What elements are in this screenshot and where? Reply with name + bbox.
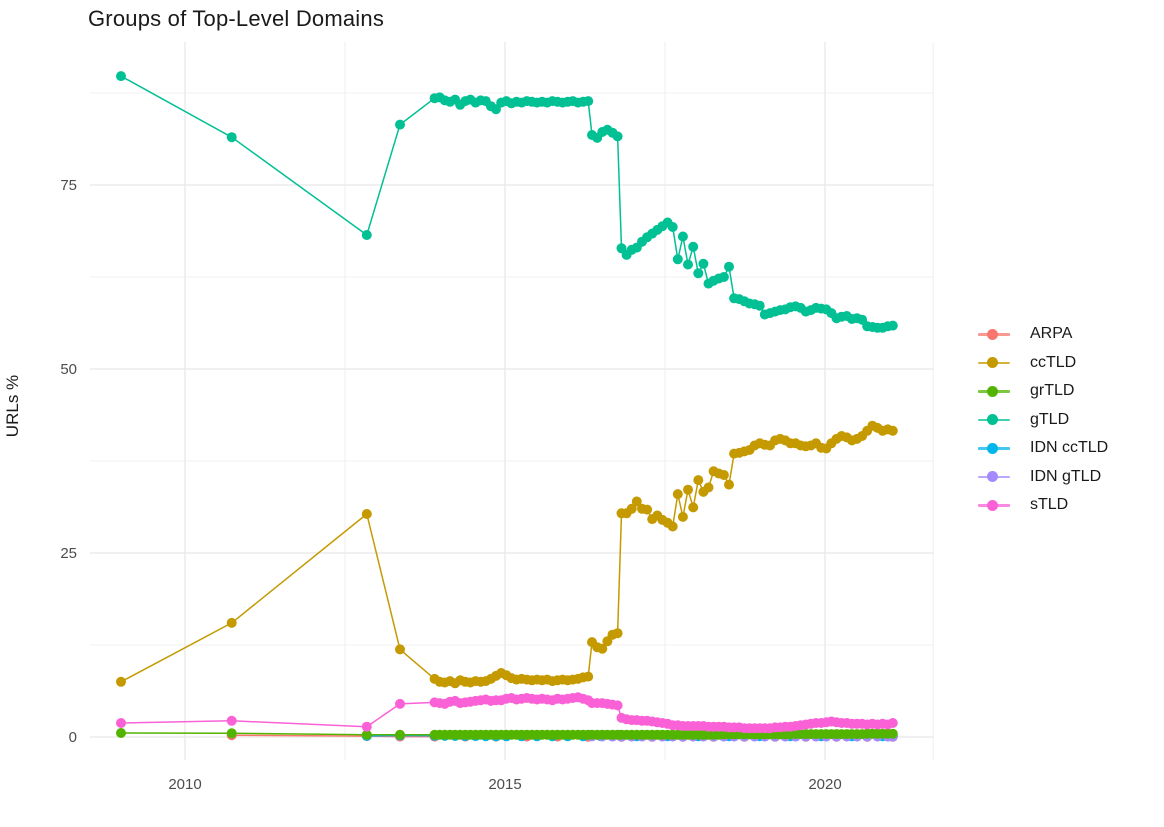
data-point-cctld — [672, 489, 683, 500]
legend-item-stld: sTLD — [978, 491, 1108, 520]
data-point-gtld — [116, 71, 126, 82]
data-point-grtld — [395, 729, 405, 740]
legend: ARPA ccTLD grTLD gTLD IDN ccTLD IDN gTLD… — [978, 320, 1108, 520]
data-point-grtld — [361, 729, 372, 740]
data-point-cctld — [626, 503, 637, 514]
data-point-grtld — [887, 728, 898, 739]
data-point-gtld — [718, 272, 729, 282]
data-point-cctld — [116, 676, 126, 687]
data-point-gtld — [688, 241, 699, 252]
data-point-stld — [395, 698, 405, 709]
legend-key-gtld-icon — [978, 414, 1010, 426]
legend-item-cctld: ccTLD — [978, 349, 1108, 378]
legend-key-arpa-icon — [978, 328, 1010, 340]
data-point-gtld — [677, 231, 688, 242]
data-point-grtld — [226, 728, 237, 739]
legend-key-grtld-icon — [978, 385, 1010, 397]
legend-label: grTLD — [1030, 382, 1075, 400]
data-point-cctld — [683, 484, 693, 495]
data-point-grtld — [116, 728, 126, 738]
x-tick-label: 2020 — [808, 776, 841, 793]
legend-key-cctld-icon — [978, 357, 1010, 369]
legend-label: ARPA — [1030, 325, 1073, 343]
data-point-cctld — [612, 628, 623, 639]
legend-key-idn-cctld-icon — [978, 442, 1010, 454]
data-point-cctld — [583, 671, 594, 682]
data-point-gtld — [667, 222, 678, 232]
legend-item-grtld: grTLD — [978, 377, 1108, 406]
data-point-gtld — [698, 258, 709, 269]
data-point-cctld — [642, 504, 653, 515]
data-point-cctld — [688, 502, 699, 513]
data-point-cctld — [724, 479, 734, 490]
legend-label: ccTLD — [1030, 353, 1077, 371]
data-point-stld — [612, 700, 623, 711]
legend-item-gtld: gTLD — [978, 406, 1108, 435]
data-point-cctld — [597, 643, 608, 654]
y-tick-label: 50 — [60, 361, 77, 378]
legend-key-idn-gtld-icon — [978, 471, 1010, 483]
legend-label: IDN ccTLD — [1030, 439, 1109, 457]
legend-item-arpa: ARPA — [978, 320, 1108, 349]
legend-label: IDN gTLD — [1030, 467, 1102, 485]
data-point-cctld — [226, 617, 237, 628]
data-point-cctld — [718, 470, 729, 480]
data-point-gtld — [226, 132, 237, 143]
y-tick-label: 75 — [60, 177, 77, 194]
data-point-gtld — [395, 119, 405, 130]
chart-title: Groups of Top-Level Domains — [88, 6, 385, 31]
data-point-stld — [887, 718, 898, 728]
data-point-gtld — [361, 230, 372, 240]
data-point-cctld — [887, 425, 898, 436]
data-point-stld — [361, 721, 372, 732]
data-point-cctld — [677, 511, 688, 522]
y-tick-label: 25 — [60, 545, 77, 562]
legend-key-stld-icon — [978, 499, 1010, 511]
data-point-gtld — [683, 259, 693, 270]
y-axis-title: URLs % — [3, 374, 22, 438]
data-point-gtld — [612, 131, 623, 142]
data-point-cctld — [631, 496, 642, 507]
data-point-cctld — [703, 482, 714, 493]
data-point-gtld — [672, 254, 683, 265]
data-point-gtld — [754, 300, 765, 311]
data-point-gtld — [724, 261, 734, 272]
series-line-gtld — [120, 75, 894, 329]
data-point-stld — [226, 715, 237, 726]
data-point-cctld — [395, 644, 405, 655]
x-tick-label: 2015 — [488, 776, 521, 793]
y-tick-label: 0 — [69, 729, 77, 746]
legend-label: sTLD — [1030, 496, 1069, 514]
data-point-gtld — [693, 268, 704, 279]
legend-label: gTLD — [1030, 410, 1070, 428]
data-point-cctld — [667, 521, 678, 532]
data-point-stld — [116, 718, 126, 728]
data-point-gtld — [583, 96, 594, 107]
data-point-cctld — [693, 475, 704, 486]
data-point-cctld — [361, 509, 372, 519]
legend-item-idn-gtld: IDN gTLD — [978, 463, 1108, 492]
data-point-gtld — [887, 320, 898, 331]
x-tick-label: 2010 — [168, 776, 201, 793]
legend-item-idn-cctld: IDN ccTLD — [978, 434, 1108, 463]
